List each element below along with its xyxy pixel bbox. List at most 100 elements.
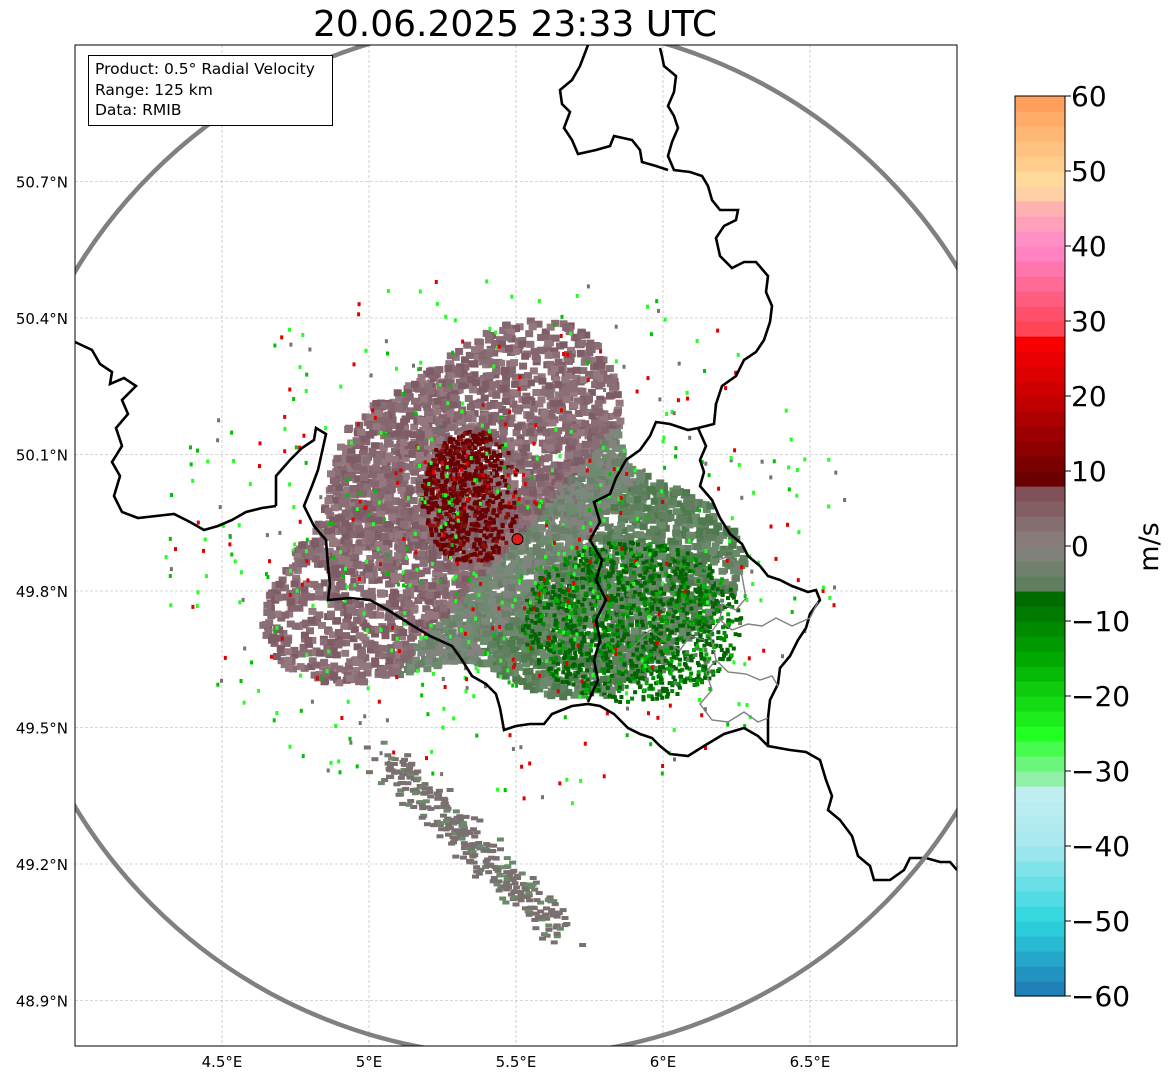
colorbar-band bbox=[1015, 981, 1065, 997]
colorbar-band bbox=[1015, 456, 1065, 472]
lat-tick-label: 50.4°N bbox=[16, 310, 68, 328]
colorbar-band bbox=[1015, 831, 1065, 847]
colorbar-band bbox=[1015, 186, 1065, 202]
colorbar-band bbox=[1015, 966, 1065, 982]
colorbar-band bbox=[1015, 291, 1065, 307]
lat-tick-label: 48.9°N bbox=[16, 993, 68, 1011]
colorbar-band bbox=[1015, 906, 1065, 922]
colorbar-band bbox=[1015, 246, 1065, 262]
product-line: Product: 0.5° Radial Velocity bbox=[95, 60, 315, 78]
colorbar-band bbox=[1015, 786, 1065, 802]
colorbar-band bbox=[1015, 891, 1065, 907]
colorbar-tick-label: −60 bbox=[1071, 980, 1130, 1013]
colorbar-band bbox=[1015, 621, 1065, 637]
colorbar-tick-label: −30 bbox=[1071, 755, 1130, 788]
colorbar-band bbox=[1015, 546, 1065, 562]
colorbar-band bbox=[1015, 531, 1065, 547]
germany-france-border bbox=[696, 427, 957, 882]
colorbar-band bbox=[1015, 336, 1065, 352]
colorbar-band bbox=[1015, 741, 1065, 757]
colorbar-tick-label: 50 bbox=[1071, 155, 1107, 188]
colorbar-ticks: 60 50 40 30 20 10 0 −10 −20 −30 −40 −50 −60 bbox=[1065, 80, 1130, 1013]
colorbar-band bbox=[1015, 876, 1065, 892]
radar-velocity-echoes bbox=[164, 279, 847, 947]
colorbar-band bbox=[1015, 486, 1065, 502]
belgium-luxembourg-border bbox=[274, 425, 769, 758]
colorbar-band bbox=[1015, 681, 1065, 697]
colorbar-band bbox=[1015, 561, 1065, 577]
colorbar-band bbox=[1015, 366, 1065, 382]
product-info-box: Product: 0.5° Radial Velocity Range: 125… bbox=[88, 55, 333, 126]
colorbar-band bbox=[1015, 921, 1065, 937]
lat-tick-label: 49.2°N bbox=[16, 856, 68, 874]
radar-site-marker bbox=[511, 533, 524, 546]
colorbar-band bbox=[1015, 666, 1065, 682]
colorbar-band bbox=[1015, 591, 1065, 607]
range-line: Range: 125 km bbox=[95, 80, 213, 99]
map-axis-labels: 4.5°E 5°E 5.5°E 6°E 6.5°E 50.7°N 50.4°N 50.1°N 4… bbox=[16, 174, 831, 1072]
lon-tick-label: 6°E bbox=[650, 1053, 677, 1071]
colorbar-bands bbox=[1015, 96, 1065, 997]
colorbar-band bbox=[1015, 171, 1065, 187]
colorbar-band bbox=[1015, 846, 1065, 862]
colorbar-band bbox=[1015, 771, 1065, 787]
lon-tick-label: 5.5°E bbox=[496, 1053, 537, 1071]
colorbar-band bbox=[1015, 756, 1065, 772]
data-source-line: Data: RMIB bbox=[95, 101, 182, 119]
colorbar-tick-label: 60 bbox=[1071, 80, 1107, 113]
colorbar-band bbox=[1015, 696, 1065, 712]
colorbar-band bbox=[1015, 651, 1065, 667]
colorbar-band bbox=[1015, 936, 1065, 952]
lat-tick-label: 50.7°N bbox=[16, 174, 68, 192]
colorbar-band bbox=[1015, 156, 1065, 172]
colorbar-band bbox=[1015, 441, 1065, 457]
colorbar-band bbox=[1015, 321, 1065, 337]
country-border-west bbox=[75, 340, 277, 532]
colorbar-tick-label: −40 bbox=[1071, 830, 1130, 863]
colorbar-band bbox=[1015, 711, 1065, 727]
colorbar-band bbox=[1015, 261, 1065, 277]
lon-tick-label: 6.5°E bbox=[790, 1053, 831, 1071]
colorbar-band bbox=[1015, 471, 1065, 487]
colorbar-band bbox=[1015, 126, 1065, 142]
colorbar-tick-label: −20 bbox=[1071, 680, 1130, 713]
colorbar-band bbox=[1015, 861, 1065, 877]
colorbar-band bbox=[1015, 801, 1065, 817]
lon-tick-label: 4.5°E bbox=[202, 1053, 243, 1071]
colorbar-band bbox=[1015, 636, 1065, 652]
colorbar-band bbox=[1015, 216, 1065, 232]
lat-tick-label: 50.1°N bbox=[16, 447, 68, 465]
colorbar-tick-label: 0 bbox=[1071, 530, 1089, 563]
lon-tick-label: 5°E bbox=[356, 1053, 383, 1071]
colorbar-band bbox=[1015, 516, 1065, 532]
lat-tick-label: 49.8°N bbox=[16, 583, 68, 601]
colorbar-band bbox=[1015, 351, 1065, 367]
colorbar-band bbox=[1015, 396, 1065, 412]
colorbar-tick-label: 10 bbox=[1071, 455, 1107, 488]
saarland-region-outline bbox=[629, 555, 819, 723]
colorbar-band bbox=[1015, 231, 1065, 247]
colorbar-band bbox=[1015, 111, 1065, 127]
colorbar-tick-label: −50 bbox=[1071, 905, 1130, 938]
lat-tick-label: 49.5°N bbox=[16, 720, 68, 738]
colorbar-band bbox=[1015, 306, 1065, 322]
colorbar-band bbox=[1015, 426, 1065, 442]
colorbar-label: m/s bbox=[1134, 522, 1165, 571]
colorbar-band bbox=[1015, 141, 1065, 157]
colorbar-band bbox=[1015, 411, 1065, 427]
map-frame bbox=[74, 44, 958, 1047]
luxembourg-germany-border bbox=[586, 420, 699, 703]
colorbar-band bbox=[1015, 606, 1065, 622]
colorbar-tick-label: 40 bbox=[1071, 230, 1107, 263]
belgium-germany-border bbox=[658, 47, 774, 430]
colorbar-band bbox=[1015, 576, 1065, 592]
colorbar-band bbox=[1015, 726, 1065, 742]
colorbar-band bbox=[1015, 816, 1065, 832]
colorbar-band bbox=[1015, 951, 1065, 967]
netherlands-border bbox=[558, 45, 669, 172]
colorbar-band bbox=[1015, 201, 1065, 217]
colorbar-band bbox=[1015, 501, 1065, 517]
colorbar-band bbox=[1015, 96, 1065, 112]
